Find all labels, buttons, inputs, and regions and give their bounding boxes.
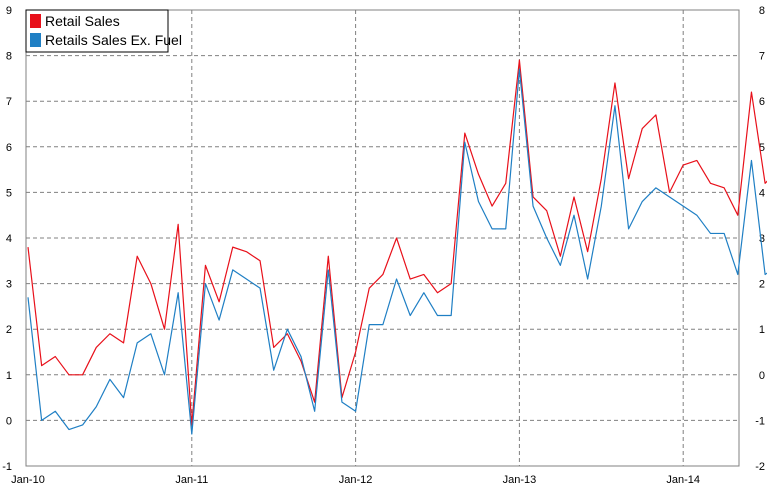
right-tick-label: -2 [755, 461, 765, 473]
x-tick-label: Jan-14 [666, 474, 700, 486]
series-line-retail-sales [27, 59, 767, 426]
right-tick-label: 1 [759, 324, 765, 336]
x-tick-label: Jan-10 [11, 474, 45, 486]
left-tick-label: 8 [6, 51, 12, 63]
left-tick-label: 9 [6, 5, 12, 17]
series-lines [27, 59, 767, 435]
left-tick-label: 1 [6, 370, 12, 382]
x-tick-label: Jan-13 [503, 474, 537, 486]
left-tick-label: 6 [6, 142, 12, 154]
legend-label-retail-sales-ex-fuel: Retails Sales Ex. Fuel [45, 32, 182, 48]
plot-area [25, 9, 740, 467]
right-tick-label: 2 [759, 279, 765, 291]
right-tick-label: 4 [759, 187, 765, 199]
left-tick-label: 5 [6, 187, 12, 199]
right-tick-label: 0 [759, 370, 765, 382]
x-tick-label: Jan-11 [175, 474, 208, 486]
legend-box [25, 9, 169, 53]
left-tick-label: -1 [2, 461, 12, 473]
left-tick-label: 3 [6, 279, 12, 291]
series-line-retails-sales-ex-fuel [27, 68, 767, 435]
left-tick-label: 2 [6, 324, 12, 336]
right-tick-label: 7 [759, 51, 765, 63]
x-tick-label: Jan-12 [339, 474, 373, 486]
right-tick-label: 8 [759, 5, 765, 17]
left-tick-label: 4 [6, 233, 12, 245]
right-tick-label: 6 [759, 96, 765, 108]
legend: Retail Sales Retails Sales Ex. Fuel [25, 9, 182, 53]
legend-swatch-retail-sales-ex-fuel [30, 33, 41, 47]
right-tick-label: 5 [759, 142, 765, 154]
left-tick-label: 0 [6, 415, 12, 427]
right-tick-label: 3 [759, 233, 765, 245]
legend-swatch-retail-sales [30, 14, 41, 28]
gridlines [26, 10, 739, 466]
right-axis-ticks: -2 -1 0 1 2 3 4 5 6 7 8 [755, 5, 765, 473]
left-tick-label: 7 [6, 96, 12, 108]
legend-label-retail-sales: Retail Sales [45, 13, 120, 29]
right-tick-label: -1 [755, 415, 765, 427]
left-axis-ticks: -1 0 1 2 3 4 5 6 7 8 9 [2, 5, 12, 473]
